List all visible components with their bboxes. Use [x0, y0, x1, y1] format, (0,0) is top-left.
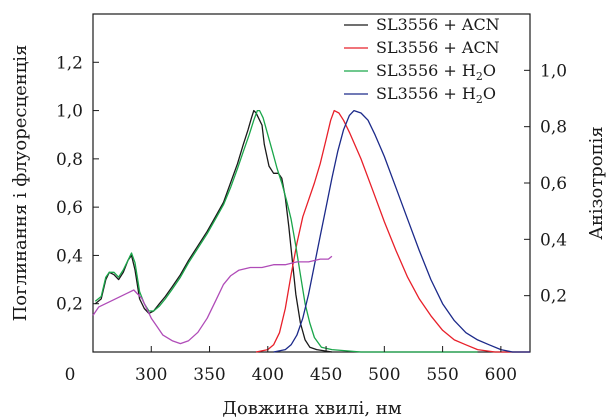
series-line-3: [94, 109, 478, 353]
ticks-group: 0 300 350 400 450 500 550 600 0,2 0,4 0,6 0,8 1,0 1,2…: [56, 53, 567, 385]
y-right-tick-label: 1,0: [540, 61, 567, 81]
series-line-1: [94, 109, 333, 353]
legend-label-2: SL3556 + ACN: [376, 38, 500, 57]
x-tick-label: 450: [310, 365, 342, 385]
x-tick-label: 300: [135, 365, 167, 385]
legend-label-1: SL3556 + ACN: [376, 15, 500, 34]
y-right-tick-label: 0,6: [540, 174, 567, 194]
y-axis-left-label: Поглинання і флуоресценція: [10, 45, 31, 322]
legend: SL3556 + ACN SL3556 + ACN SL3556 + H2OSL35…: [344, 15, 500, 106]
y-left-tick-label: 1,0: [56, 102, 83, 122]
y-axis-right-label: Анізотропія: [586, 126, 607, 239]
series-group: [92, 109, 530, 353]
y-left-tick-label: 0,2: [56, 295, 83, 315]
x-tick-label: 550: [426, 365, 458, 385]
y-right-tick-label: 0,2: [540, 287, 567, 307]
x-tick-label: 600: [485, 365, 517, 385]
x-tick-label: 0: [65, 365, 76, 385]
series-line-5: [92, 255, 333, 345]
legend-label-4: SL3556 + H2O: [376, 84, 496, 106]
y-left-tick-label: 1,2: [56, 53, 83, 73]
y-right-tick-label: 0,4: [540, 230, 567, 250]
legend-label-3: SL3556 + H2O: [376, 61, 496, 83]
x-tick-label: 400: [252, 365, 284, 385]
series-line-4: [273, 109, 530, 353]
y-left-tick-label: 0,4: [56, 246, 83, 266]
y-left-tick-label: 0,6: [56, 198, 83, 218]
y-left-tick-label: 0,8: [56, 150, 83, 170]
y-right-tick-label: 0,8: [540, 118, 567, 138]
x-tick-label: 500: [368, 365, 400, 385]
x-tick-label: 350: [193, 365, 225, 385]
x-axis-label: Довжина хвилі, нм: [222, 398, 402, 419]
series-line-2: [255, 109, 530, 353]
